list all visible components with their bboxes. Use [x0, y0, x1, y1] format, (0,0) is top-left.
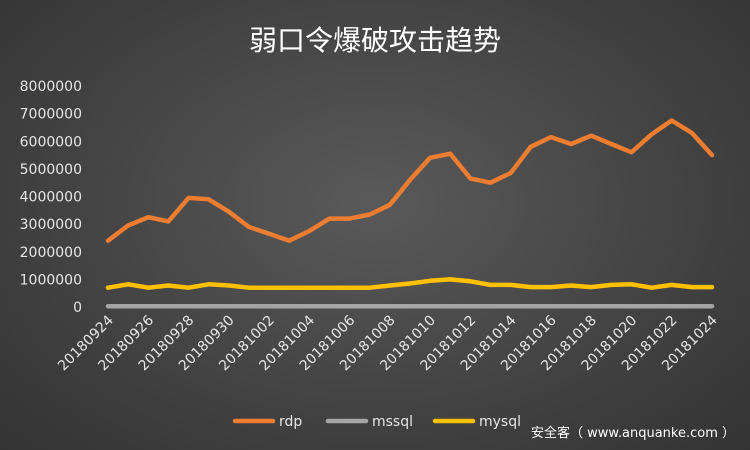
legend-label-mssql: mssql [372, 414, 413, 430]
y-tick-label: 7000000 [20, 107, 82, 123]
y-tick-label: 2000000 [20, 245, 82, 261]
y-tick-label: 6000000 [20, 134, 82, 150]
y-tick-label: 3000000 [20, 217, 82, 233]
y-tick-label: 0 [73, 300, 82, 316]
chart-title: 弱口令爆破攻击趋势 [249, 24, 501, 57]
y-tick-label: 5000000 [20, 162, 82, 178]
y-tick-label: 1000000 [20, 272, 82, 288]
legend-label-rdp: rdp [279, 414, 302, 430]
y-tick-label: 4000000 [20, 190, 82, 206]
series-line-mysql [105, 277, 715, 290]
legend-label-mysql: mysql [479, 414, 521, 430]
y-tick-label: 8000000 [20, 79, 82, 95]
series-line-rdp [105, 118, 715, 243]
watermark-text: 安全客（ www.anquanke.com ） [531, 425, 735, 441]
